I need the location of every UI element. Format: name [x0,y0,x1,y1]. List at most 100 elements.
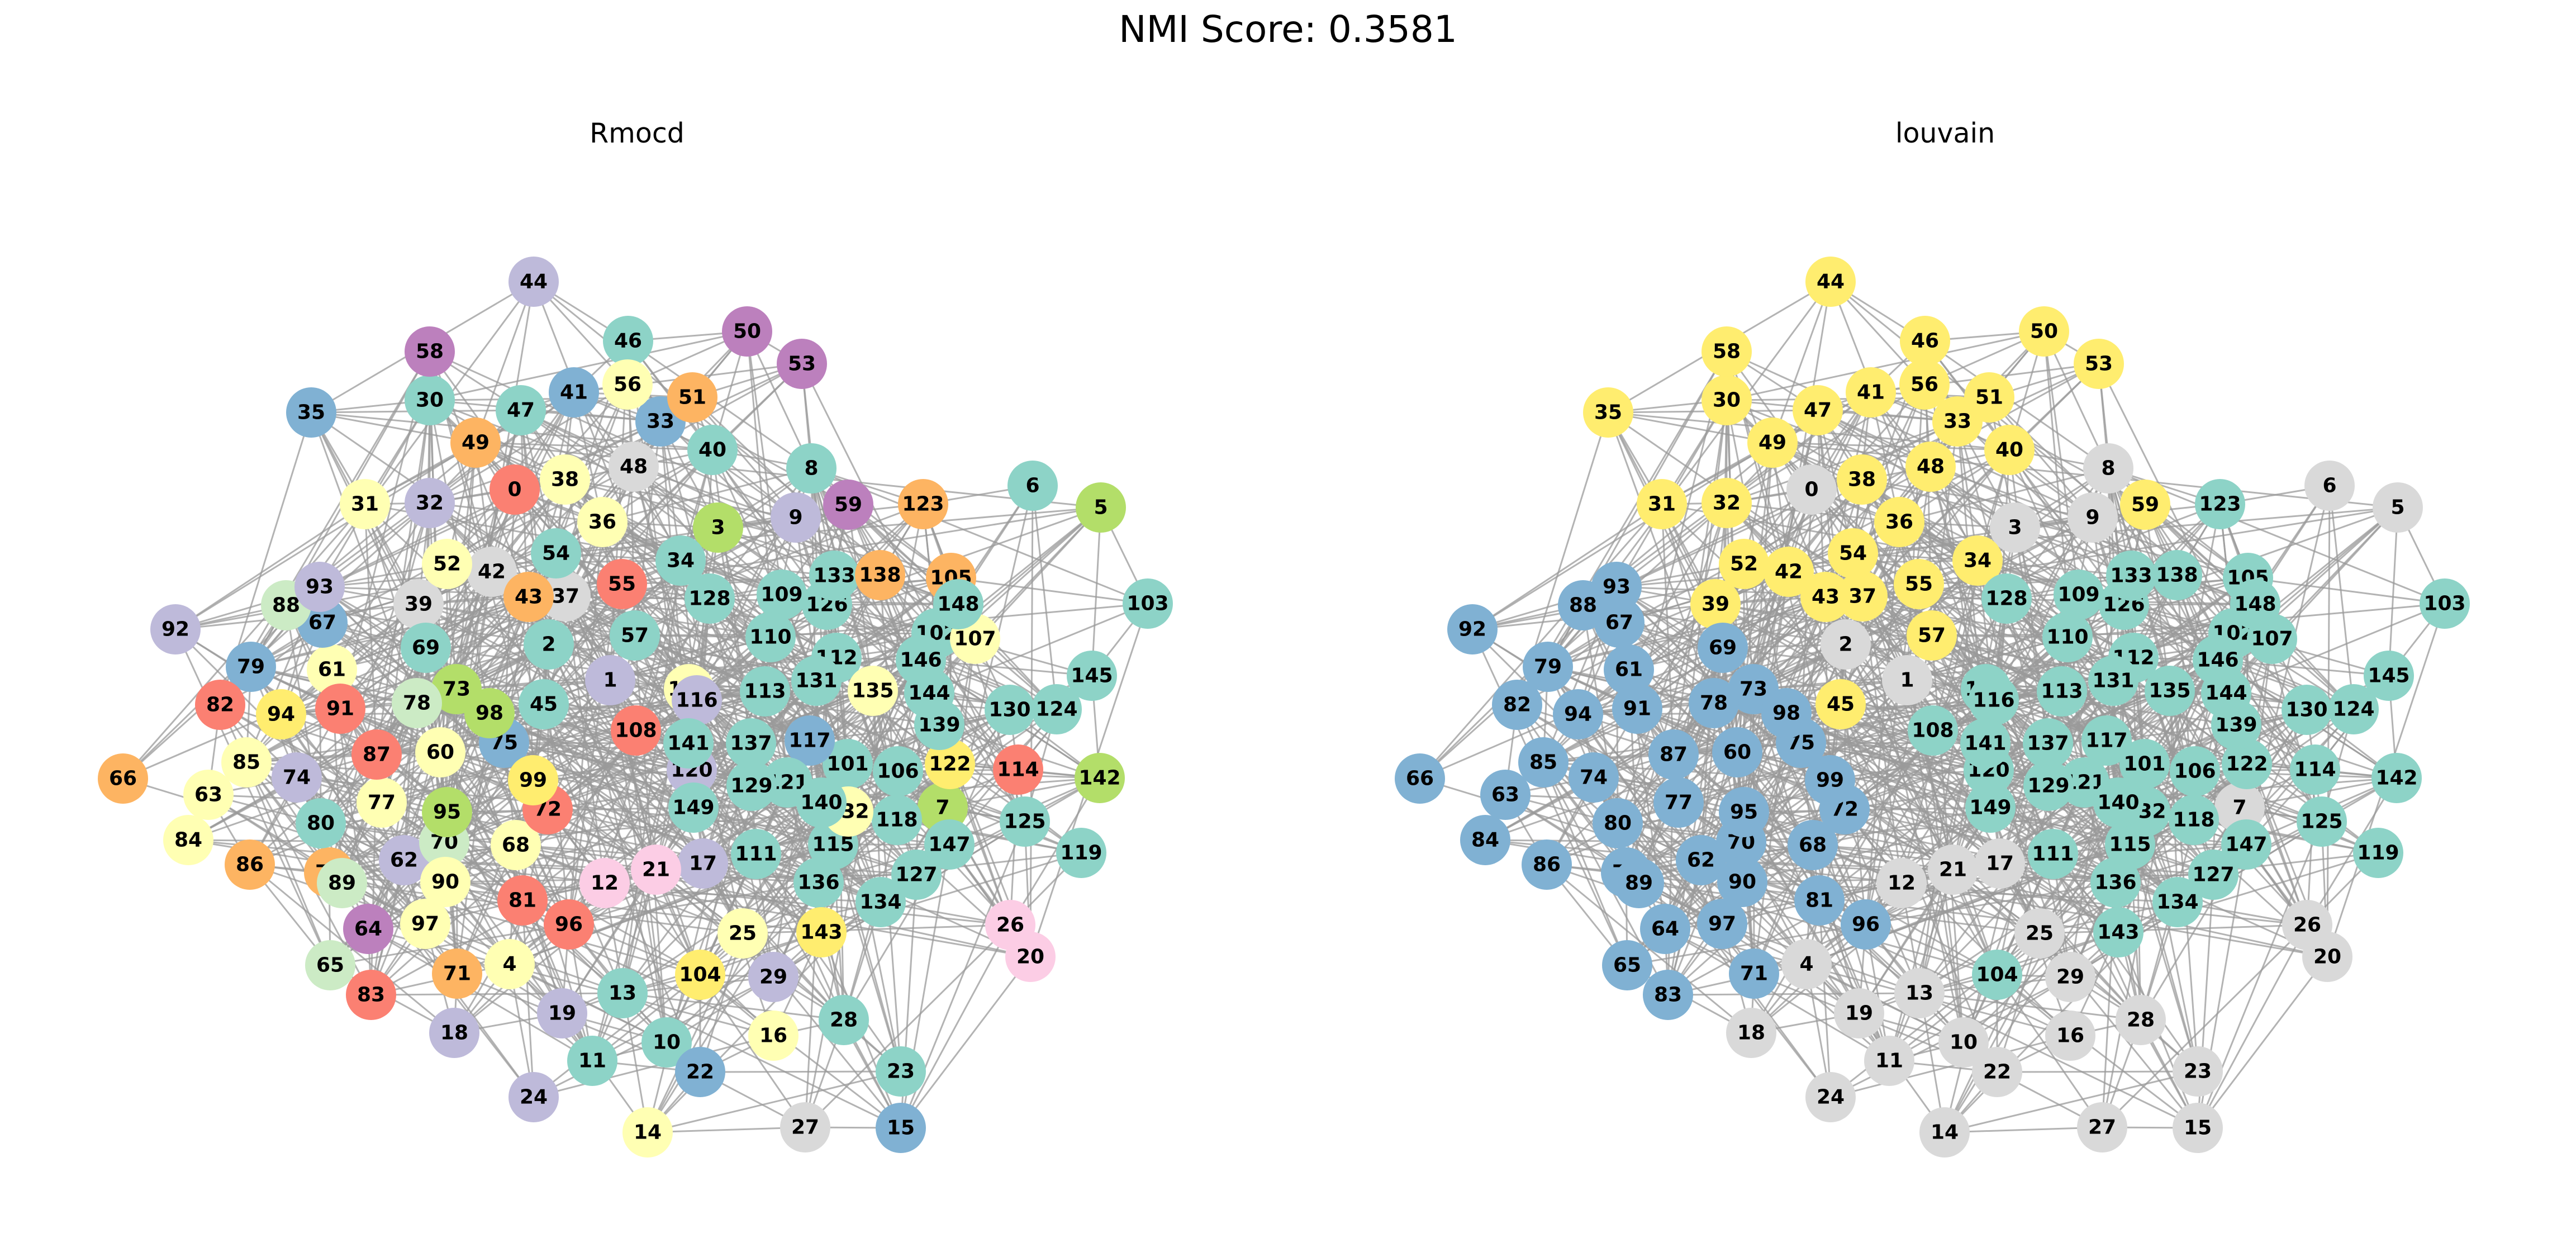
node-circle [1900,316,1950,366]
node-circle [740,666,790,717]
graph-edge [122,504,366,779]
node-circle [1076,482,1126,533]
graph-edge [2197,924,2308,1128]
graph-node-rmocd-148: 148 [933,579,983,629]
graph-edge [1818,900,1832,1098]
node-circle [2019,306,2069,357]
graph-edge [2176,575,2316,770]
graph-node-rmocd-13: 13 [597,968,648,1018]
graph-node-louvain-6: 6 [2304,461,2355,511]
node-label: 54 [1839,542,1867,565]
graph-node-rmocd-92: 92 [150,604,201,654]
node-circle [631,845,681,895]
node-circle [2077,1102,2127,1152]
graph-node-louvain-47: 47 [1793,385,1843,435]
graph-node-louvain-95: 95 [1719,787,1769,837]
graph-edge [900,956,1032,1128]
node-label: 92 [161,618,189,641]
node-label: 23 [887,1060,915,1083]
graph-edge [429,330,748,401]
node-label: 63 [1491,784,1519,807]
node-circle [351,729,402,780]
graph-edge [691,396,881,576]
graph-edge [879,575,1019,770]
graph-edge [1858,807,1992,1014]
graph-node-rmocd-26: 26 [985,900,1035,950]
graph-edge [1771,281,1832,443]
node-label: 85 [232,751,260,774]
graph-edge [1865,881,2116,926]
node-circle [1612,684,1662,734]
node-label: 65 [1613,954,1641,977]
node-circle [537,988,587,1038]
graph-node-rmocd-66: 66 [98,753,148,804]
graph-node-rmocd-58: 58 [405,326,455,377]
node-circle [898,479,948,529]
node-circle [405,375,455,425]
graph-node-louvain-81: 81 [1794,875,1845,926]
node-circle [2093,907,2144,957]
node-circle [393,579,444,629]
node-label: 29 [759,966,787,989]
graph-node-louvain-135: 135 [2145,666,2195,716]
node-label: 32 [1713,492,1741,515]
node-circle [993,744,1043,795]
graph-edge [1472,503,1662,630]
graph-node-louvain-41: 41 [1846,367,1896,418]
graph-node-louvain-123: 123 [2195,479,2245,529]
node-circle [467,547,517,597]
node-circle [1643,970,1693,1020]
node-label: 4 [1799,953,1813,976]
graph-node-rmocd-106: 106 [873,746,923,796]
graph-node-rmocd-24: 24 [508,1072,559,1122]
node-circle [1805,755,1855,805]
node-label: 13 [609,982,636,1005]
node-label: 50 [2030,320,2058,343]
node-label: 133 [2110,565,2152,587]
graph-node-louvain-29: 29 [2045,952,2095,1002]
graph-node-louvain-92: 92 [1447,604,1498,654]
node-circle [793,857,844,908]
node-label: 6 [2322,475,2336,497]
node-label: 30 [1713,389,1741,412]
node-label: 46 [1911,330,1939,353]
graph-node-rmocd-86: 86 [225,839,275,890]
graph-edge [804,924,1011,1128]
node-label: 74 [283,766,311,789]
graph-node-rmocd-61: 61 [307,644,357,695]
graph-node-rmocd-116: 116 [672,675,722,725]
node-label: 42 [1775,561,1803,584]
node-circle [717,908,768,959]
node-circle [1523,642,1573,692]
node-circle [873,746,923,796]
graph-node-rmocd-8: 8 [786,443,837,494]
graph-node-rmocd-134: 134 [856,877,906,927]
graph-edge [1677,647,1724,803]
node-circle [296,798,346,848]
graph-edge [1009,777,1101,926]
node-circle [307,644,357,695]
node-label: 31 [1648,493,1676,516]
node-circle [1928,845,1978,895]
graph-node-louvain-94: 94 [1553,689,1603,739]
graph-edge [2226,603,2445,694]
graph-node-louvain-51: 51 [1964,372,2014,423]
graph-edge [2388,507,2399,676]
graph-node-louvain-110: 110 [2042,612,2093,662]
node-circle [163,815,213,865]
node-circle [2188,850,2238,900]
node-circle [896,635,946,685]
graph-node-louvain-37: 37 [1837,571,1888,622]
node-circle [823,480,873,530]
graph-node-rmocd-35: 35 [286,387,336,438]
node-label: 7 [935,796,949,819]
graph-node-rmocd-40: 40 [687,425,738,475]
graph-node-rmocd-89: 89 [317,858,367,908]
graph-node-louvain-82: 82 [1492,680,1542,730]
node-label: 134 [2156,891,2198,914]
node-label: 56 [1910,373,1938,396]
node-label: 136 [2094,871,2136,894]
node-circle [791,656,842,706]
graph-edge [699,974,806,1128]
